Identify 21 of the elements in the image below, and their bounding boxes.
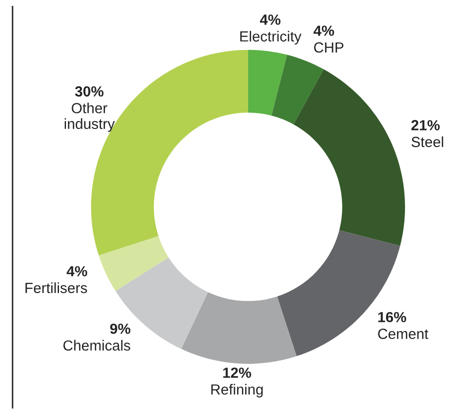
donut-slice xyxy=(248,50,288,116)
slice-label: Other industry xyxy=(64,102,115,132)
donut-slice xyxy=(98,236,169,291)
slice-label: Refining xyxy=(211,384,263,398)
slice-label: Chemicals xyxy=(63,340,130,351)
data-label: 4% xyxy=(260,14,280,25)
slice-label: CHP xyxy=(314,42,344,53)
data-label: 16% xyxy=(378,312,406,322)
data-label: 21% xyxy=(411,120,440,130)
data-label: 12% xyxy=(223,368,252,378)
slice-label: Cement xyxy=(378,328,428,340)
data-label: 9% xyxy=(110,324,130,334)
donut-slice xyxy=(181,292,297,364)
slice-label: Fertilisers xyxy=(26,282,88,294)
slice-label: Electricity xyxy=(240,30,302,44)
donut-slice xyxy=(293,69,405,246)
donut-slice xyxy=(271,54,324,124)
data-label: 4% xyxy=(314,26,334,36)
data-label: 30% xyxy=(75,86,104,97)
data-label: 4% xyxy=(66,266,88,276)
slice-label: Steel xyxy=(412,136,444,148)
